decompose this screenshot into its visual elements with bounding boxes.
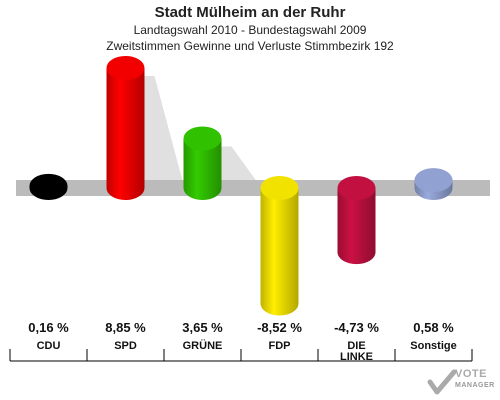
- bar-top-cap: [414, 168, 453, 193]
- vote-manager-wordmark: VOTE MANAGER: [455, 369, 495, 391]
- bar-bottom-cap: [260, 291, 299, 316]
- vote-manager-logo: [425, 365, 500, 400]
- category-label: DIE LINKE: [340, 340, 373, 363]
- value-label: -8,52 %: [257, 320, 302, 335]
- category-label: CDU: [37, 340, 61, 352]
- bar-bottom-cap: [337, 240, 376, 265]
- vote-check-icon: [427, 369, 457, 395]
- category-label: GRÜNE: [183, 339, 223, 352]
- bar-fdp: [260, 176, 299, 316]
- bar-grüne: [183, 126, 222, 200]
- bar-top-cap: [260, 176, 299, 200]
- chart-subtitle-election: Landtagswahl 2010 - Bundestagswahl 2009: [133, 23, 367, 37]
- bars: [29, 55, 453, 316]
- bar-bottom-cap: [106, 176, 145, 200]
- bar-top-cap: [337, 176, 376, 200]
- value-labels: 0,16 % 8,85 % 3,65 % -8,52 % -4,73 % 0,58 %: [28, 320, 454, 335]
- value-label: 0,58 %: [413, 320, 454, 335]
- value-label: -4,73 %: [334, 320, 379, 335]
- bar-top-cap: [29, 173, 68, 198]
- value-label: 0,16 %: [28, 320, 69, 335]
- bar-spd: [106, 55, 145, 200]
- bar-sonstige: [414, 168, 453, 200]
- value-label: 8,85 %: [105, 320, 146, 335]
- category-axis: CDU SPD GRÜNE FDP DIE LINKE Sonstige: [9, 339, 473, 363]
- bar-body: [260, 188, 299, 304]
- bar-top-cap: [183, 126, 222, 151]
- logo-text-manager: MANAGER: [455, 382, 495, 389]
- category-label: Sonstige: [410, 340, 456, 352]
- category-label: SPD: [114, 340, 137, 352]
- value-label: 3,65 %: [182, 320, 223, 335]
- category-label: FDP: [269, 340, 291, 352]
- bar-body: [106, 67, 145, 188]
- logo-text-vote: VOTE: [455, 368, 487, 380]
- bar-bottom-cap: [183, 176, 222, 200]
- bar-cdu: [29, 173, 68, 200]
- bar-top-cap: [106, 55, 145, 80]
- chart-subtitle-district: Zweitstimmen Gewinne und Verluste Stimmb…: [106, 39, 394, 53]
- bar-die-linke: [337, 176, 376, 265]
- chart-title: Stadt Mülheim an der Ruhr: [154, 4, 346, 21]
